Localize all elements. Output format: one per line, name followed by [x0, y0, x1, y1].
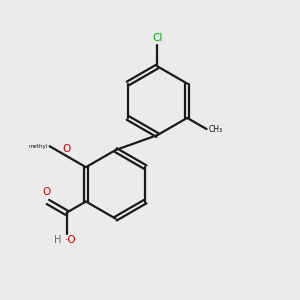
Text: ·O: ·O	[65, 235, 77, 244]
Text: H: H	[54, 235, 61, 244]
Text: Cl: Cl	[152, 33, 163, 43]
Text: O: O	[42, 187, 50, 196]
Text: O: O	[62, 145, 70, 154]
Text: methyl: methyl	[29, 144, 48, 149]
Text: CH₃: CH₃	[209, 124, 223, 134]
